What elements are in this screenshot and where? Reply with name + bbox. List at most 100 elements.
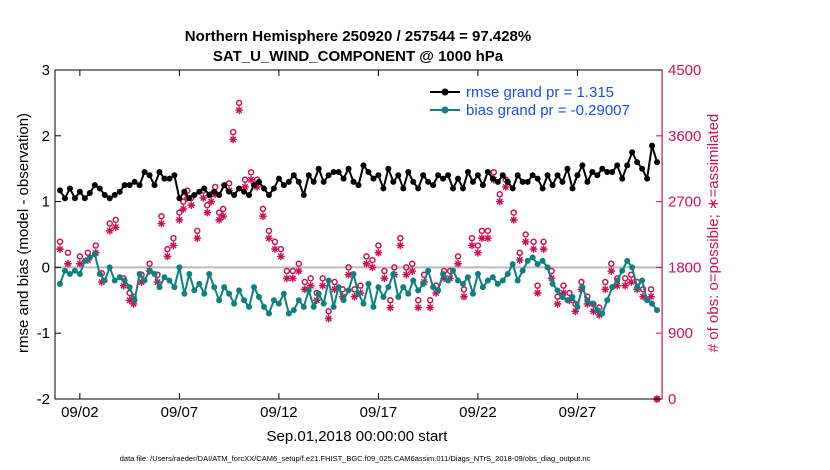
bias-point	[629, 264, 636, 271]
y-left-tick-label: -2	[37, 391, 50, 408]
rmse-point	[236, 185, 243, 192]
bias-point	[494, 280, 501, 287]
obs-possible-point	[608, 260, 615, 267]
bias-point	[166, 277, 173, 284]
obs-possible-point	[265, 227, 273, 235]
bias-point	[499, 277, 506, 284]
rmse-point	[479, 182, 486, 189]
obs-possible-point	[158, 212, 165, 220]
obs-assimilated-point	[229, 135, 237, 144]
rmse-point	[365, 168, 372, 175]
bias-point	[91, 251, 98, 258]
rmse-point	[569, 185, 576, 192]
rmse-point	[56, 187, 63, 194]
obs-possible-point	[369, 256, 376, 264]
rmse-point	[619, 175, 626, 182]
rmse-point	[196, 188, 203, 195]
rmse-point	[654, 159, 661, 166]
obs-assimilated-point	[350, 292, 359, 301]
obs-possible-point	[540, 238, 547, 246]
rmse-point	[136, 182, 143, 189]
rmse-point	[285, 178, 292, 185]
bias-point	[405, 290, 412, 297]
obs-possible-point	[397, 234, 404, 242]
obs-assimilated-point	[509, 216, 518, 224]
obs-assimilated-point	[271, 245, 279, 253]
y-right-tick-labels: 0 900 1800 2700 3600 4500	[668, 62, 701, 408]
rmse-point	[186, 195, 193, 202]
rmse-point	[554, 172, 561, 179]
bias-point	[440, 270, 447, 277]
bias-point	[569, 294, 576, 301]
bias-point	[121, 277, 128, 284]
obs-possible-point	[391, 264, 398, 271]
bias-point	[469, 290, 476, 297]
obs-assimilated-point	[533, 289, 542, 297]
rmse-point	[524, 178, 531, 185]
rmse-point	[504, 178, 511, 185]
bias-point	[61, 267, 68, 274]
x-tick-label: 09/02	[61, 404, 99, 421]
bias-point	[455, 277, 462, 284]
rmse-point	[599, 165, 606, 172]
y-right-tick-label: 3600	[668, 128, 701, 145]
bias-point	[479, 284, 486, 291]
obs-possible-point	[203, 202, 211, 209]
obs-possible-point	[215, 209, 223, 216]
obs-possible-point	[602, 278, 609, 286]
bias-point	[634, 284, 641, 291]
rmse-point	[484, 168, 491, 175]
obs-possible-point	[454, 253, 462, 260]
obs-possible-point	[621, 275, 629, 282]
rmse-point	[260, 185, 267, 192]
obs-assimilated-point	[589, 307, 598, 316]
obs-assimilated-point	[607, 267, 616, 275]
obs-assimilated-point	[408, 267, 417, 275]
bias-point	[151, 270, 158, 277]
obs-assimilated-point	[84, 256, 92, 264]
obs-assimilated-point	[559, 289, 568, 297]
x-tick-label: 09/17	[360, 404, 398, 421]
bias-point	[415, 287, 422, 294]
bias-point	[445, 277, 452, 284]
bias-point	[365, 280, 372, 287]
rmse-point	[216, 192, 223, 199]
rmse-point	[71, 195, 78, 202]
obs-assimilated-point	[215, 216, 223, 224]
bias-point	[201, 290, 208, 297]
bias-point	[624, 257, 631, 264]
rmse-point	[489, 175, 496, 182]
rmse-point	[609, 168, 616, 175]
rmse-point	[604, 168, 611, 175]
obs-assimilated-point	[253, 183, 261, 191]
obs-possible-point	[478, 227, 486, 235]
obs-possible-point	[170, 234, 177, 242]
bias-point	[176, 264, 183, 271]
bias-point	[355, 290, 362, 297]
rmse-point	[325, 172, 332, 179]
rmse-point	[66, 185, 73, 192]
bias-point	[400, 284, 407, 291]
rmse-point	[290, 172, 297, 179]
legend-marker-bias	[441, 106, 449, 114]
bias-point	[96, 270, 103, 277]
bias-point	[260, 303, 267, 310]
obs-assimilated-point	[105, 227, 114, 235]
bias-point	[375, 284, 382, 291]
rmse-point	[474, 172, 481, 179]
obs-assimilated-point	[478, 234, 486, 242]
bias-point	[340, 297, 347, 304]
bias-point	[66, 270, 73, 277]
rmse-point	[445, 172, 452, 179]
obs-assimilated-point	[496, 197, 504, 206]
obs-possible-point	[510, 209, 517, 216]
bias-point	[211, 284, 218, 291]
chart-subtitle: SAT_U_WIND_COMPONENT @ 1000 hPa	[213, 48, 504, 65]
x-tick-label: 09/07	[161, 404, 199, 421]
obs-assimilated-point	[396, 241, 405, 250]
bias-point	[514, 277, 521, 284]
obs-assimilated-point	[460, 292, 468, 301]
obs-possible-point	[271, 238, 279, 246]
obs-assimilated-point	[621, 281, 629, 290]
y-left-tick-label: 2	[42, 128, 50, 145]
